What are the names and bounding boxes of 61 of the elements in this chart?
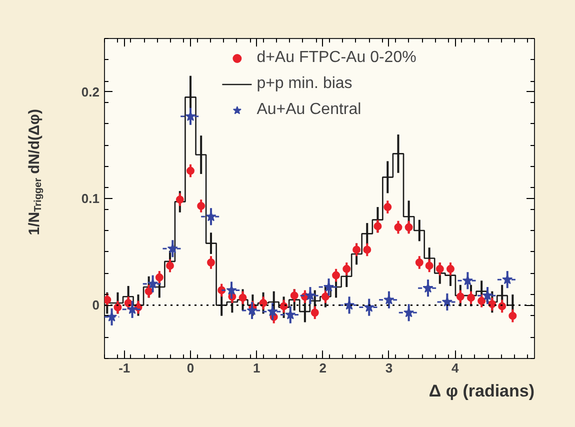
- point: [342, 264, 351, 273]
- point: [280, 302, 288, 310]
- point: [374, 222, 382, 230]
- point: [502, 274, 513, 284]
- point: [197, 202, 206, 210]
- legend-label: d+Au FTPC-Au 0-20%: [256, 49, 416, 67]
- point: [321, 292, 330, 301]
- x-tick-label: 2: [319, 360, 326, 376]
- point: [436, 264, 444, 273]
- point: [404, 223, 413, 232]
- point: [462, 275, 473, 286]
- point: [394, 223, 402, 232]
- point: [144, 287, 153, 296]
- point: [290, 292, 298, 300]
- point: [352, 246, 361, 254]
- point: [446, 264, 454, 273]
- point: [442, 296, 452, 307]
- point: [267, 306, 278, 316]
- point: [106, 311, 118, 322]
- point: [324, 282, 334, 292]
- point: [425, 262, 434, 270]
- point: [127, 304, 138, 314]
- x-tick-label: 3: [385, 360, 393, 376]
- x-tick-label: -1: [118, 360, 130, 376]
- point: [238, 294, 247, 302]
- point: [259, 299, 268, 308]
- point: [246, 305, 258, 316]
- point: [155, 273, 164, 282]
- point: [478, 296, 486, 305]
- point: [285, 309, 296, 320]
- point: [304, 290, 316, 300]
- point: [310, 308, 319, 317]
- point: [114, 303, 122, 312]
- point: [344, 300, 355, 310]
- point: [466, 294, 475, 302]
- x-axis-title: Δ φ (radians): [428, 382, 535, 400]
- x-tick-label: 1: [253, 360, 260, 376]
- y-tick-label: 0.1: [81, 191, 100, 206]
- point: [508, 312, 517, 320]
- legend-label: p+p min. bias: [256, 75, 352, 93]
- point: [384, 203, 392, 212]
- point: [404, 307, 414, 318]
- point: [384, 294, 394, 304]
- point: [482, 290, 493, 300]
- point: [363, 246, 372, 254]
- point: [456, 292, 464, 301]
- point: [415, 258, 424, 266]
- legend-label: Au+Au Central: [256, 101, 362, 119]
- point: [332, 271, 340, 280]
- point: [207, 258, 216, 266]
- point: [186, 166, 194, 175]
- x-tick-label: 0: [186, 360, 194, 376]
- y-tick-label: 0: [92, 298, 100, 313]
- x-tick-label: 4: [452, 360, 460, 376]
- point: [167, 243, 178, 254]
- point: [176, 196, 184, 204]
- y-tick-label: 0.2: [81, 84, 100, 100]
- point: [148, 278, 158, 288]
- point: [166, 262, 174, 270]
- point: [498, 302, 506, 310]
- point: [104, 296, 112, 304]
